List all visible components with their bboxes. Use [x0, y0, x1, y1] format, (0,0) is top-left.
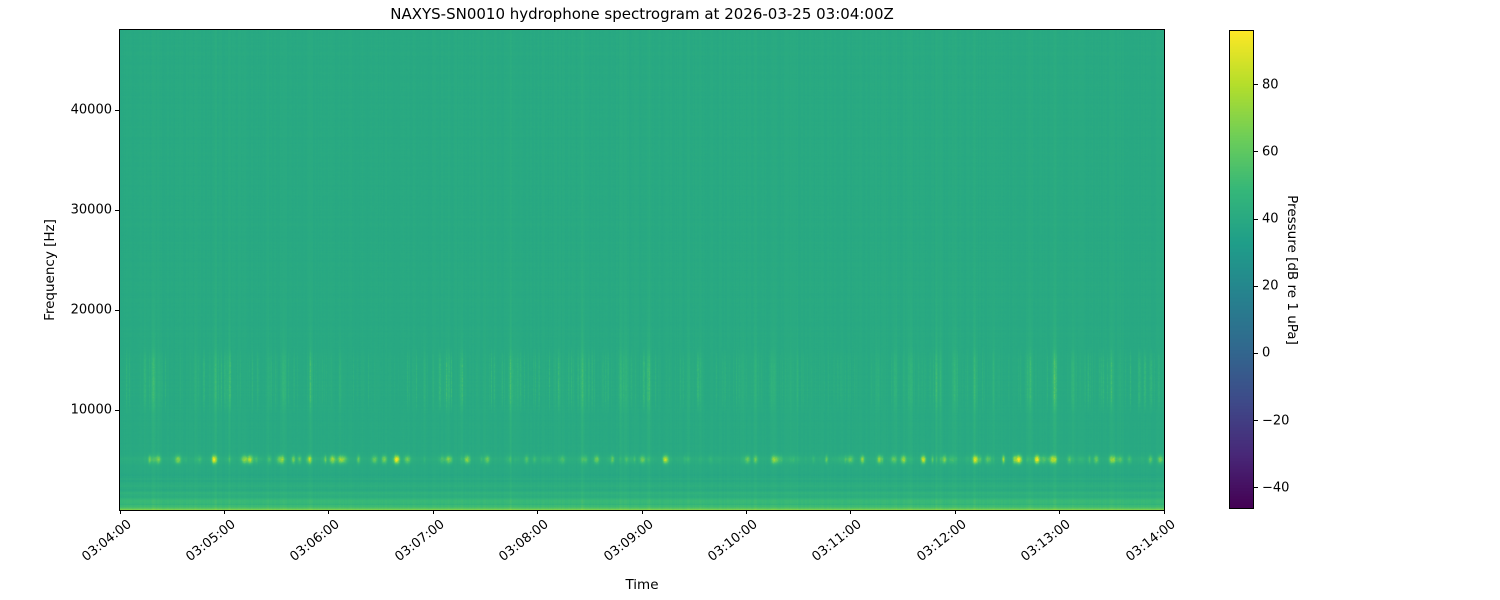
- colorbar-tick-mark: [1254, 151, 1258, 153]
- y-tick-mark: [115, 409, 119, 411]
- colorbar-tick-label: −40: [1262, 480, 1290, 496]
- colorbar-tick-label: 60: [1262, 144, 1279, 160]
- colorbar-tick-label: 80: [1262, 77, 1279, 93]
- colorbar-tick-label: 0: [1262, 345, 1271, 361]
- x-tick-mark: [328, 510, 330, 514]
- x-tick-mark: [1163, 510, 1165, 514]
- y-tick-label: 30000: [70, 202, 112, 218]
- x-tick-mark: [641, 510, 643, 514]
- y-tick-mark: [115, 109, 119, 111]
- y-tick-label: 10000: [70, 402, 112, 418]
- x-tick-label: 03:08:00: [496, 517, 552, 565]
- x-tick-label: 03:12:00: [914, 517, 970, 565]
- plot-area: [119, 29, 1165, 511]
- colorbar-tick-mark: [1254, 352, 1258, 354]
- colorbar-tick-label: 40: [1262, 211, 1279, 227]
- colorbar: [1229, 30, 1254, 509]
- colorbar-gradient: [1230, 31, 1253, 508]
- x-tick-mark: [954, 510, 956, 514]
- x-tick-mark: [119, 510, 121, 514]
- x-tick-mark: [223, 510, 225, 514]
- y-tick-label: 20000: [70, 302, 112, 318]
- y-tick-mark: [115, 309, 119, 311]
- colorbar-tick-label: 20: [1262, 278, 1279, 294]
- x-tick-label: 03:14:00: [1122, 517, 1179, 565]
- x-tick-mark: [537, 510, 539, 514]
- x-tick-label: 03:09:00: [600, 517, 657, 565]
- y-tick-label: 40000: [70, 102, 112, 118]
- x-tick-label: 03:07:00: [392, 517, 448, 565]
- colorbar-label: Pressure [dB re 1 uPa]: [1284, 195, 1300, 345]
- x-tick-label: 03:13:00: [1018, 517, 1074, 565]
- colorbar-tick-mark: [1254, 487, 1258, 489]
- x-tick-label: 03:04:00: [78, 517, 135, 565]
- colorbar-tick-label: −20: [1262, 413, 1290, 429]
- x-tick-mark: [850, 510, 852, 514]
- y-tick-mark: [115, 209, 119, 211]
- x-tick-label: 03:10:00: [705, 517, 761, 565]
- y-axis-label: Frequency [Hz]: [42, 219, 58, 321]
- x-tick-label: 03:05:00: [183, 517, 239, 565]
- colorbar-tick-mark: [1254, 285, 1258, 287]
- x-tick-mark: [1059, 510, 1061, 514]
- x-tick-label: 03:11:00: [809, 517, 866, 565]
- x-axis-label: Time: [625, 577, 659, 593]
- x-tick-mark: [745, 510, 747, 514]
- x-tick-mark: [432, 510, 434, 514]
- colorbar-tick-mark: [1254, 218, 1258, 220]
- x-tick-label: 03:06:00: [287, 517, 344, 565]
- chart-title: NAXYS-SN0010 hydrophone spectrogram at 2…: [390, 5, 894, 23]
- colorbar-tick-mark: [1254, 420, 1258, 422]
- colorbar-tick-mark: [1254, 84, 1258, 86]
- spectrogram-heatmap: [120, 30, 1164, 510]
